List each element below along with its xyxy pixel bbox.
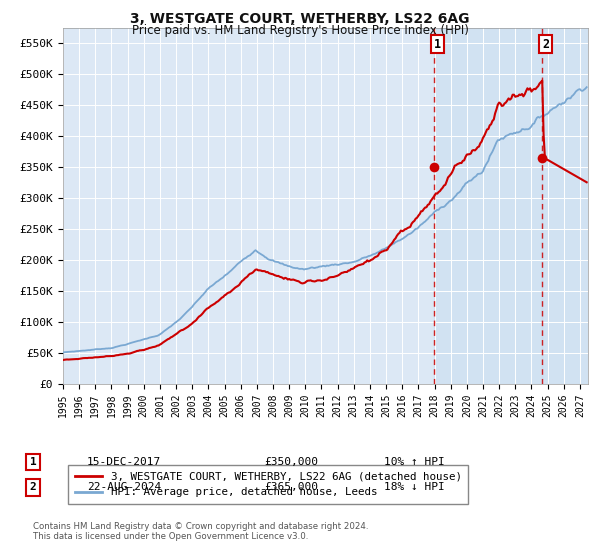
Text: £365,000: £365,000: [264, 482, 318, 492]
Text: £350,000: £350,000: [264, 457, 318, 467]
Bar: [542, 28, 588, 384]
Text: 15-DEC-2017: 15-DEC-2017: [87, 457, 161, 467]
Text: 18% ↓ HPI: 18% ↓ HPI: [384, 482, 445, 492]
Bar: [434, 28, 542, 384]
Text: Price paid vs. HM Land Registry's House Price Index (HPI): Price paid vs. HM Land Registry's House …: [131, 24, 469, 36]
Text: Contains HM Land Registry data © Crown copyright and database right 2024.
This d: Contains HM Land Registry data © Crown c…: [33, 522, 368, 542]
Text: 10% ↑ HPI: 10% ↑ HPI: [384, 457, 445, 467]
Text: 1: 1: [434, 38, 442, 50]
Text: 2: 2: [542, 38, 550, 50]
Text: 2: 2: [29, 482, 37, 492]
Bar: [542, 28, 588, 384]
Text: 22-AUG-2024: 22-AUG-2024: [87, 482, 161, 492]
Legend: 3, WESTGATE COURT, WETHERBY, LS22 6AG (detached house), HPI: Average price, deta: 3, WESTGATE COURT, WETHERBY, LS22 6AG (d…: [68, 465, 468, 504]
Text: 3, WESTGATE COURT, WETHERBY, LS22 6AG: 3, WESTGATE COURT, WETHERBY, LS22 6AG: [130, 12, 470, 26]
Text: 1: 1: [29, 457, 37, 467]
